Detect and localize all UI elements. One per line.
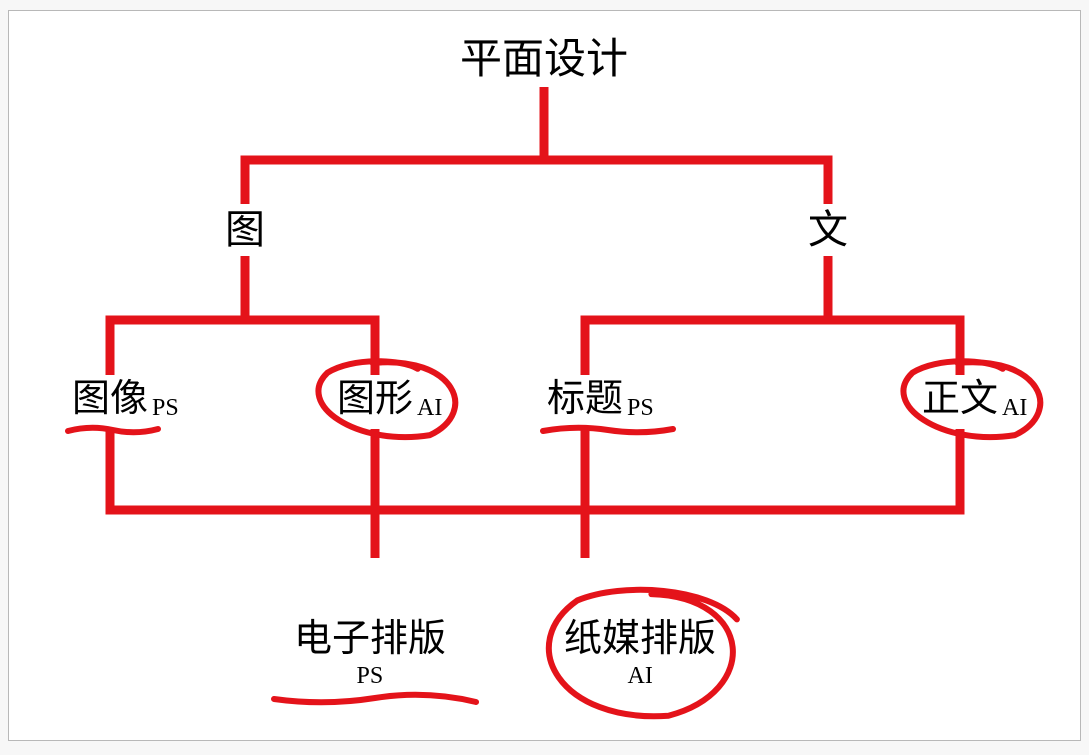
leaf-title-sub: PS	[627, 395, 654, 421]
leaf-image-sub: PS	[152, 395, 179, 421]
leaf-print-main: 纸媒排版	[564, 619, 716, 661]
leaf-title-main: 标题	[547, 379, 623, 421]
leaf-shape-main: 图形	[337, 379, 413, 421]
diagram-canvas: 平面设计 图 文 图像 PS 图形 AI 标题 PS 正文 AI 电子排版 PS…	[0, 0, 1089, 755]
leaf-epub-sub: PS	[357, 663, 384, 689]
node-text-category: 文	[808, 208, 848, 252]
leaf-body-sub: AI	[1002, 395, 1027, 421]
leaf-print-sub: AI	[628, 663, 653, 689]
leaf-shape-sub: AI	[417, 395, 442, 421]
leaf-epub-main: 电子排版	[294, 619, 446, 661]
leaf-image-main: 图像	[72, 379, 148, 421]
node-image-category: 图	[225, 208, 265, 252]
leaf-body-main: 正文	[922, 379, 998, 421]
node-root: 平面设计	[460, 37, 628, 83]
